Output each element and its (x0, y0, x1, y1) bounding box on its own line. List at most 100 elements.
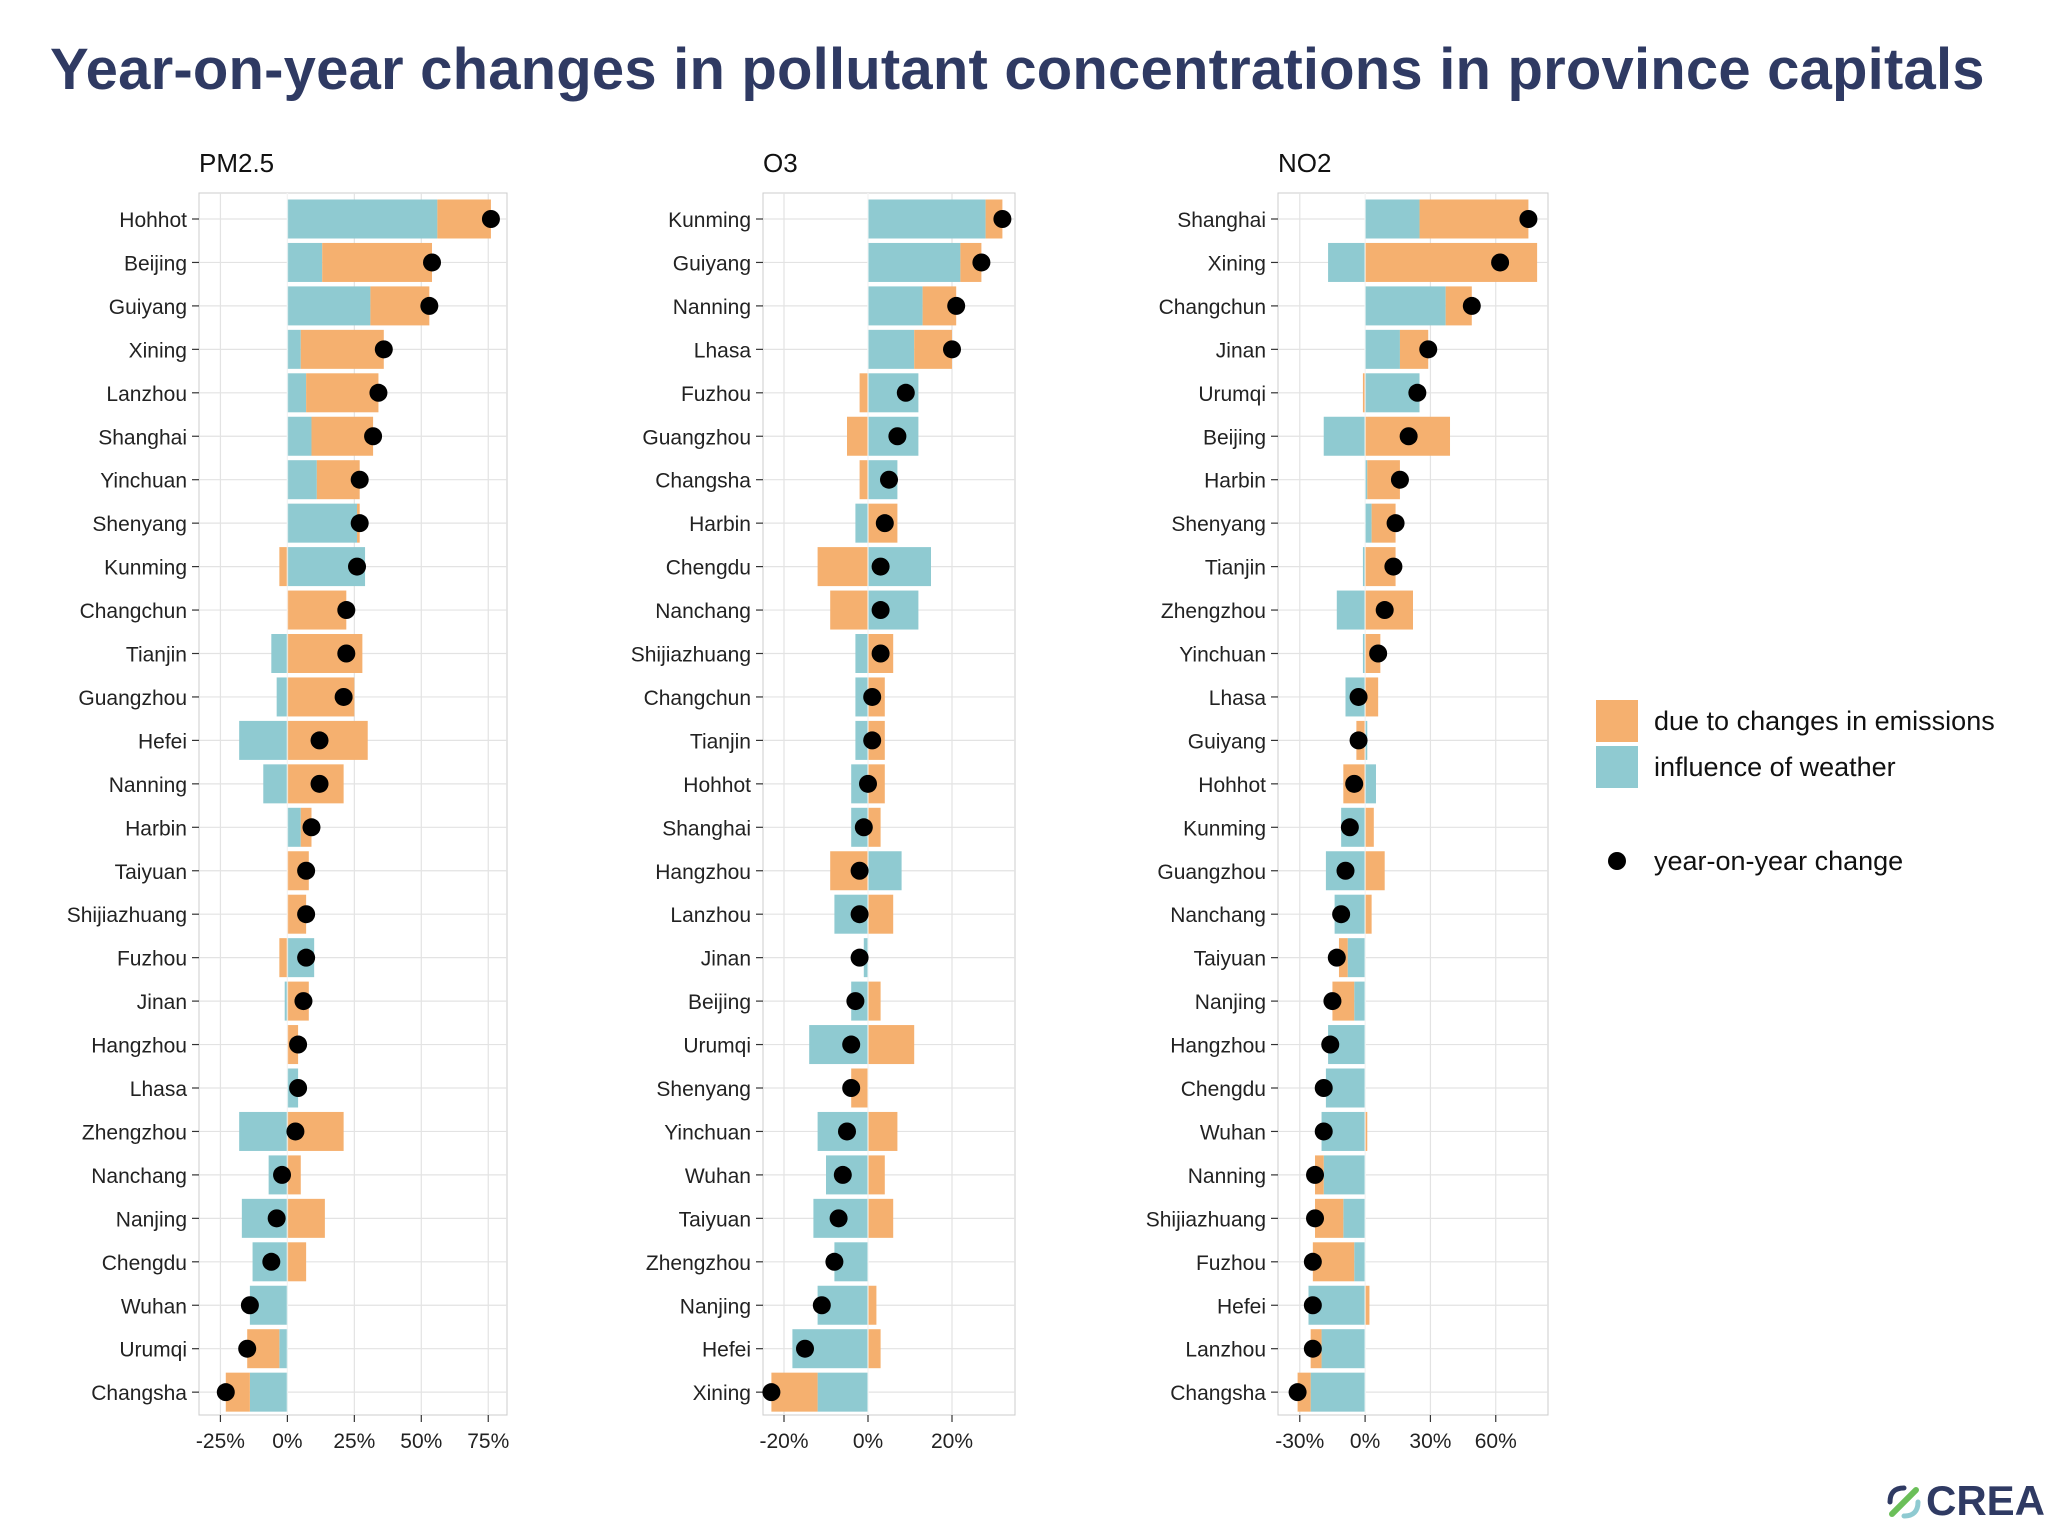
yoy-dot (240, 1296, 259, 1315)
y-tick-label: Kunming (104, 557, 187, 580)
y-tick-label: Urumqi (1198, 383, 1266, 406)
yoy-dot (348, 557, 367, 576)
weather-bar (1365, 199, 1420, 239)
weather-bar (239, 720, 288, 760)
weather-bar (263, 764, 288, 804)
weather-bar (868, 851, 902, 891)
emissions-bar (1365, 677, 1379, 717)
y-tick-label: Shijiazhuang (1146, 1208, 1266, 1231)
emissions-bar (1365, 807, 1374, 847)
emissions-bar (287, 894, 307, 934)
yoy-dot (1332, 905, 1351, 924)
weather-bar (1362, 547, 1366, 587)
yoy-dot (888, 427, 907, 446)
weather-bar (1362, 634, 1366, 673)
y-tick-label: Guangzhou (78, 687, 187, 710)
yoy-dot (854, 818, 873, 837)
emissions-bar (1365, 1111, 1368, 1151)
weather-bar (276, 677, 288, 717)
y-tick-label: Chengdu (666, 557, 751, 580)
yoy-dot (364, 427, 383, 446)
y-tick-label: Yinchuan (664, 1121, 751, 1144)
y-tick-label: Nanjing (1195, 991, 1266, 1014)
yoy-dot (267, 1209, 286, 1228)
yoy-dot (850, 861, 869, 880)
yoy-dot (420, 296, 439, 315)
emissions-bar (868, 1285, 877, 1325)
yoy-dot (289, 1035, 308, 1054)
y-tick-label: Chengdu (1181, 1078, 1266, 1101)
y-tick-label: Shijiazhuang (67, 904, 187, 927)
yoy-dot (286, 1122, 305, 1141)
weather-bar (1343, 1198, 1366, 1238)
yoy-dot (337, 644, 356, 663)
yoy-dot (1306, 1165, 1325, 1184)
x-tick-label: -20% (759, 1430, 808, 1453)
weather-bar (287, 242, 323, 282)
weather-bar (1310, 1372, 1366, 1412)
emissions-bar (322, 242, 433, 282)
yoy-dot (374, 340, 393, 359)
yoy-dot (310, 774, 329, 793)
emissions-bar (868, 1329, 881, 1369)
emissions-bar (859, 373, 868, 413)
page-title: Year-on-year changes in pollutant concen… (50, 37, 1985, 102)
y-tick-label: Yinchuan (1179, 644, 1266, 667)
yoy-dot (871, 644, 890, 663)
y-tick-label: Wuhan (1200, 1121, 1266, 1144)
weather-bar (1365, 503, 1372, 543)
y-tick-label: Lanzhou (670, 904, 751, 927)
yoy-dot (1345, 774, 1364, 793)
yoy-dot (238, 1339, 257, 1358)
weather-bar (287, 807, 301, 847)
yoy-dot (273, 1165, 292, 1184)
yoy-dot (859, 774, 877, 793)
y-tick-label: Nanjing (680, 1295, 751, 1318)
emissions-bar (1365, 851, 1385, 891)
x-tick-label: 50% (400, 1430, 442, 1453)
yoy-dot (1519, 210, 1538, 228)
y-tick-label: Hohhot (683, 774, 751, 797)
y-tick-label: Changsha (1170, 1382, 1266, 1405)
yoy-dot (762, 1383, 781, 1402)
emissions-bar (1365, 242, 1538, 282)
x-tick-label: 25% (333, 1430, 375, 1453)
yoy-dot (850, 905, 869, 924)
yoy-dot (875, 514, 894, 533)
emissions-bar (868, 1111, 898, 1151)
weather-bar (817, 1372, 868, 1412)
y-tick-label: Hangzhou (1170, 1035, 1266, 1058)
yoy-dot (1323, 992, 1342, 1011)
weather-bar (868, 199, 986, 239)
y-tick-label: Jinan (701, 948, 751, 971)
emissions-bar (1365, 1285, 1370, 1325)
emissions-bar (311, 416, 374, 456)
yoy-dot (972, 253, 991, 272)
yoy-dot (1399, 427, 1418, 446)
yoy-dot (1336, 861, 1355, 880)
yoy-dot (1384, 557, 1403, 576)
y-tick-label: Urumqi (119, 1339, 187, 1362)
yoy-dot (297, 948, 316, 967)
emissions-bar (306, 373, 379, 413)
y-tick-label: Wuhan (685, 1165, 751, 1188)
y-tick-label: Chengdu (102, 1252, 187, 1275)
y-tick-label: Fuzhou (681, 383, 751, 406)
y-tick-label: Zhengzhou (646, 1252, 751, 1275)
yoy-dot (1321, 1035, 1340, 1054)
y-tick-label: Beijing (688, 991, 751, 1014)
yoy-dot (833, 1165, 852, 1184)
emissions-bar (868, 981, 881, 1021)
panel-subtitle: O3 (763, 148, 798, 178)
emissions-bar (960, 242, 982, 282)
y-tick-label: Changchun (80, 600, 187, 623)
y-tick-label: Taiyuan (115, 861, 187, 884)
weather-bar (868, 329, 915, 369)
y-tick-label: Nanchang (91, 1165, 187, 1188)
yoy-dot (1462, 296, 1481, 315)
yoy-dot (838, 1122, 856, 1141)
yoy-dot (337, 601, 356, 620)
weather-bar (1365, 286, 1446, 326)
yoy-dot (842, 1079, 861, 1097)
yoy-dot (334, 687, 353, 706)
